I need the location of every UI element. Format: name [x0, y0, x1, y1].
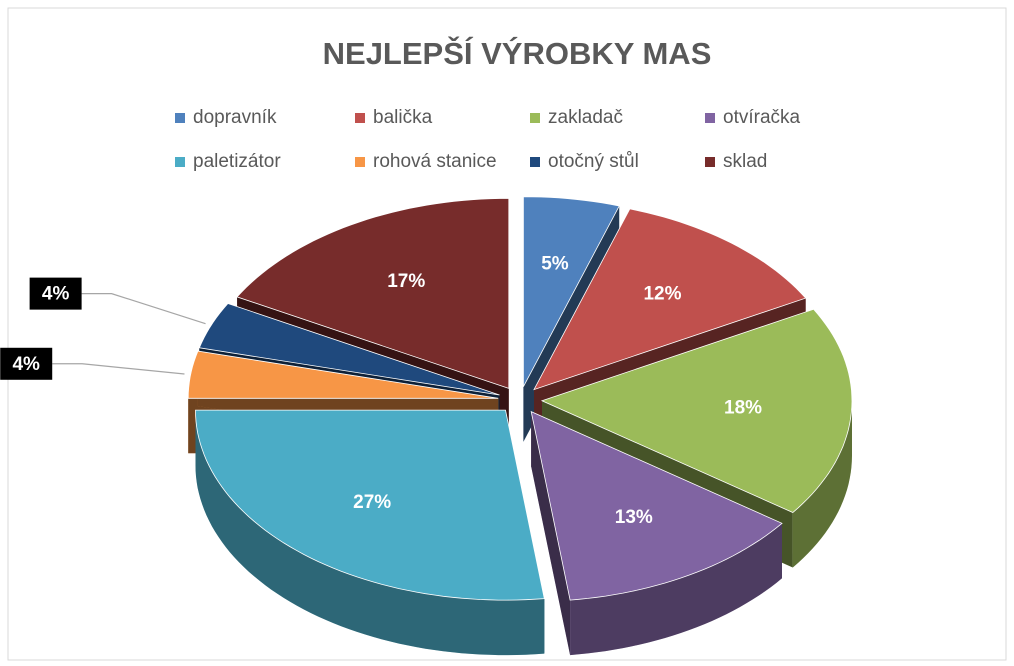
legend-swatch — [175, 113, 185, 123]
slice-side — [792, 400, 852, 568]
legend-swatch — [530, 157, 540, 167]
legend-label: dopravník — [193, 107, 277, 128]
legend-label: sklad — [723, 151, 767, 172]
data-label: 13% — [615, 507, 653, 528]
legend-swatch — [175, 157, 185, 167]
slice-side-shade — [570, 523, 782, 656]
legend-label: zakladač — [548, 107, 623, 128]
slice-wall-shade — [531, 411, 571, 656]
slice — [198, 303, 500, 396]
data-label: 18% — [724, 398, 762, 419]
data-label: 5% — [541, 254, 569, 275]
legend-swatch — [530, 113, 540, 123]
slice-side — [570, 523, 782, 656]
data-label-box — [0, 347, 53, 380]
legend-label: otočný stůl — [548, 151, 639, 172]
slice-side-shade — [195, 410, 545, 656]
slice — [187, 350, 499, 399]
slice — [195, 409, 545, 601]
data-label-box — [29, 277, 82, 310]
slice-side — [195, 410, 545, 656]
data-label: 27% — [353, 492, 391, 513]
leader-line — [81, 293, 206, 325]
legend-label: otvíračka — [723, 107, 801, 128]
legend-swatch — [705, 113, 715, 123]
slice — [530, 410, 783, 601]
leader-line — [52, 363, 185, 375]
legend-swatch — [705, 157, 715, 167]
data-label: 12% — [643, 283, 681, 304]
legend-label: paletizátor — [193, 151, 281, 172]
chart-title: NEJLEPŠÍ VÝROBKY MAS — [323, 35, 712, 71]
data-label: 17% — [387, 271, 425, 292]
legend-label: rohová stanice — [373, 151, 497, 172]
legend-label: balička — [373, 107, 433, 128]
data-label: 4% — [42, 284, 70, 305]
slice — [523, 196, 620, 387]
slice — [236, 197, 510, 389]
legend-swatch — [355, 157, 365, 167]
slice — [540, 308, 853, 513]
slice-side-shade — [792, 400, 852, 568]
slice — [533, 208, 807, 391]
data-label: 4% — [12, 354, 40, 375]
legend-swatch — [355, 113, 365, 123]
